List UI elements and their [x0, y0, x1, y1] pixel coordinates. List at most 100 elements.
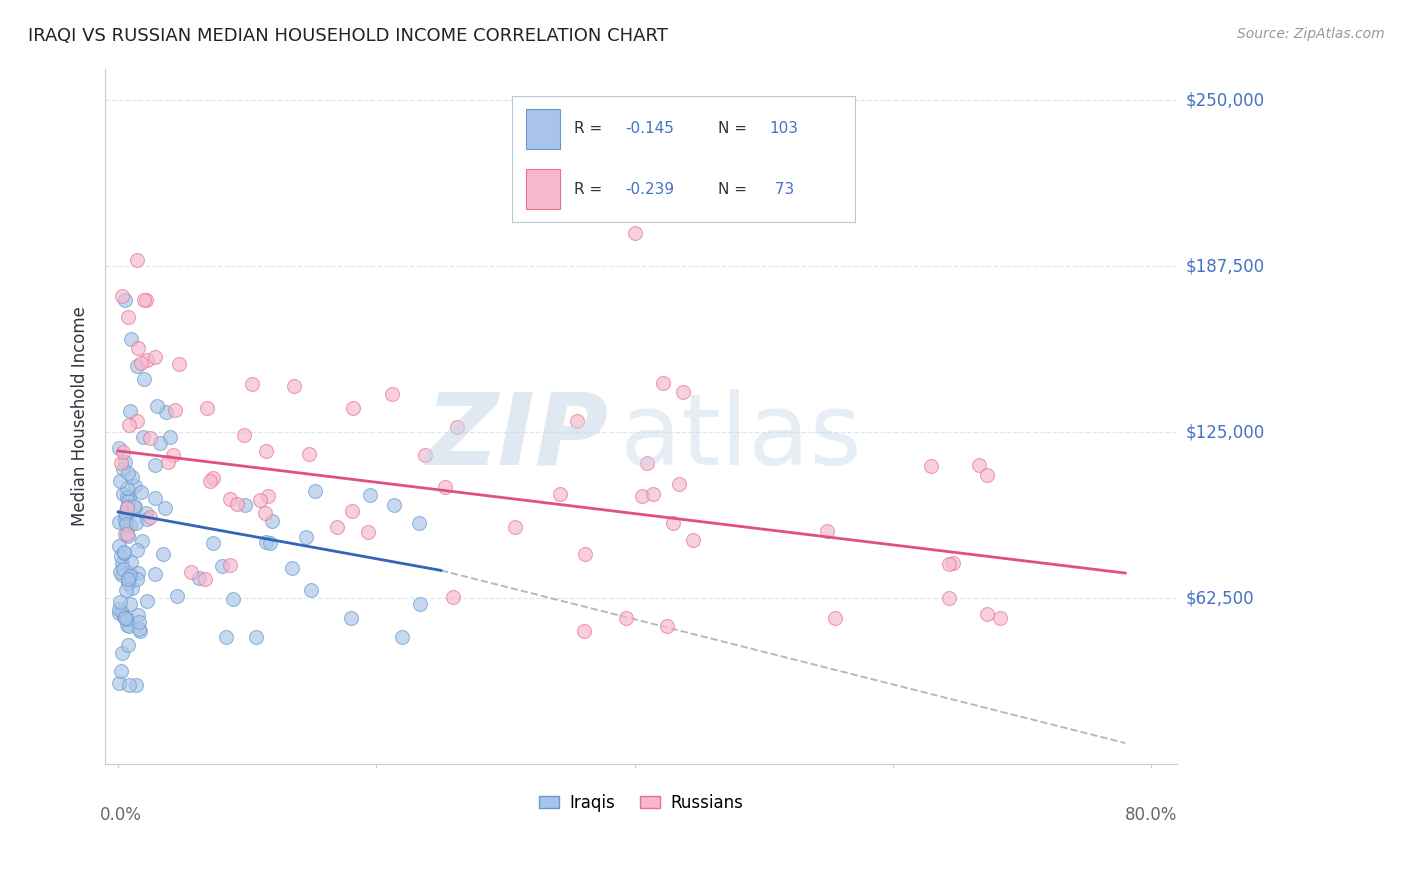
Point [120, 566, 142, 580]
Point [127, 608, 149, 623]
Point [110, 665, 132, 679]
Point [117, 572, 139, 586]
Point [143, 458, 166, 472]
Point [129, 485, 152, 500]
Point [194, 572, 217, 586]
Point [120, 518, 142, 533]
Point [110, 595, 132, 609]
Point [131, 356, 153, 370]
Point [112, 562, 135, 576]
Point [441, 590, 464, 604]
Point [135, 293, 157, 307]
Point [124, 479, 146, 493]
Point [623, 226, 645, 240]
Point [127, 572, 149, 586]
Point [127, 252, 149, 267]
Point [118, 569, 141, 583]
Point [136, 352, 159, 367]
Point [219, 491, 242, 506]
Point [118, 619, 141, 633]
Text: Source: ZipAtlas.com: Source: ZipAtlas.com [1237, 27, 1385, 41]
Point [558, 178, 581, 193]
Point [124, 500, 146, 514]
Point [152, 547, 174, 561]
Point [636, 456, 658, 470]
Point [661, 516, 683, 530]
Point [136, 512, 159, 526]
Point [969, 458, 991, 473]
Point [108, 442, 131, 456]
Point [357, 525, 380, 540]
Point [118, 404, 141, 418]
Point [114, 513, 136, 527]
Point [139, 510, 162, 524]
Point [254, 535, 277, 549]
Point [340, 504, 363, 518]
Point [167, 357, 190, 371]
Point [257, 489, 280, 503]
Point [254, 506, 277, 520]
Point [941, 556, 963, 570]
Point [254, 443, 277, 458]
Point [295, 530, 318, 544]
Point [117, 490, 139, 504]
Point [114, 527, 136, 541]
Point [187, 571, 209, 585]
Point [145, 350, 167, 364]
Point [143, 566, 166, 581]
Point [299, 583, 322, 598]
Point [117, 612, 139, 626]
Point [117, 576, 139, 591]
Text: $62,500: $62,500 [1185, 590, 1254, 607]
Y-axis label: Median Household Income: Median Household Income [72, 307, 89, 526]
Point [121, 470, 143, 484]
Point [114, 506, 136, 520]
Point [281, 561, 304, 575]
Point [112, 546, 135, 560]
Point [988, 611, 1011, 625]
Point [976, 607, 998, 622]
Point [325, 520, 347, 534]
Point [359, 488, 381, 502]
Point [668, 476, 690, 491]
Point [215, 630, 238, 644]
Point [574, 624, 596, 639]
Point [127, 359, 149, 373]
Point [108, 539, 131, 553]
Point [146, 399, 169, 413]
Point [131, 534, 153, 549]
Point [135, 593, 157, 607]
Point [112, 609, 135, 624]
Point [920, 459, 942, 474]
Point [135, 507, 157, 521]
Point [446, 419, 468, 434]
Point [159, 430, 181, 444]
Point [114, 293, 136, 307]
Point [110, 549, 132, 563]
Text: $187,500: $187,500 [1185, 258, 1264, 276]
Point [652, 376, 675, 390]
Point [198, 474, 221, 488]
Point [132, 293, 155, 307]
Point [672, 385, 695, 400]
Point [117, 494, 139, 508]
Point [408, 516, 430, 530]
Text: 0.0%: 0.0% [100, 806, 142, 824]
Text: IRAQI VS RUSSIAN MEDIAN HOUSEHOLD INCOME CORRELATION CHART: IRAQI VS RUSSIAN MEDIAN HOUSEHOLD INCOME… [28, 27, 668, 45]
Point [128, 622, 150, 636]
Point [550, 487, 572, 501]
Point [132, 372, 155, 386]
Point [180, 565, 202, 579]
Point [574, 547, 596, 561]
Point [298, 447, 321, 461]
Point [127, 566, 149, 580]
Point [115, 481, 138, 495]
Point [111, 289, 134, 303]
Point [115, 500, 138, 515]
Point [117, 638, 139, 652]
Point [240, 376, 263, 391]
Point [218, 558, 240, 572]
Point [108, 474, 131, 488]
Point [283, 379, 305, 393]
Point [149, 436, 172, 450]
